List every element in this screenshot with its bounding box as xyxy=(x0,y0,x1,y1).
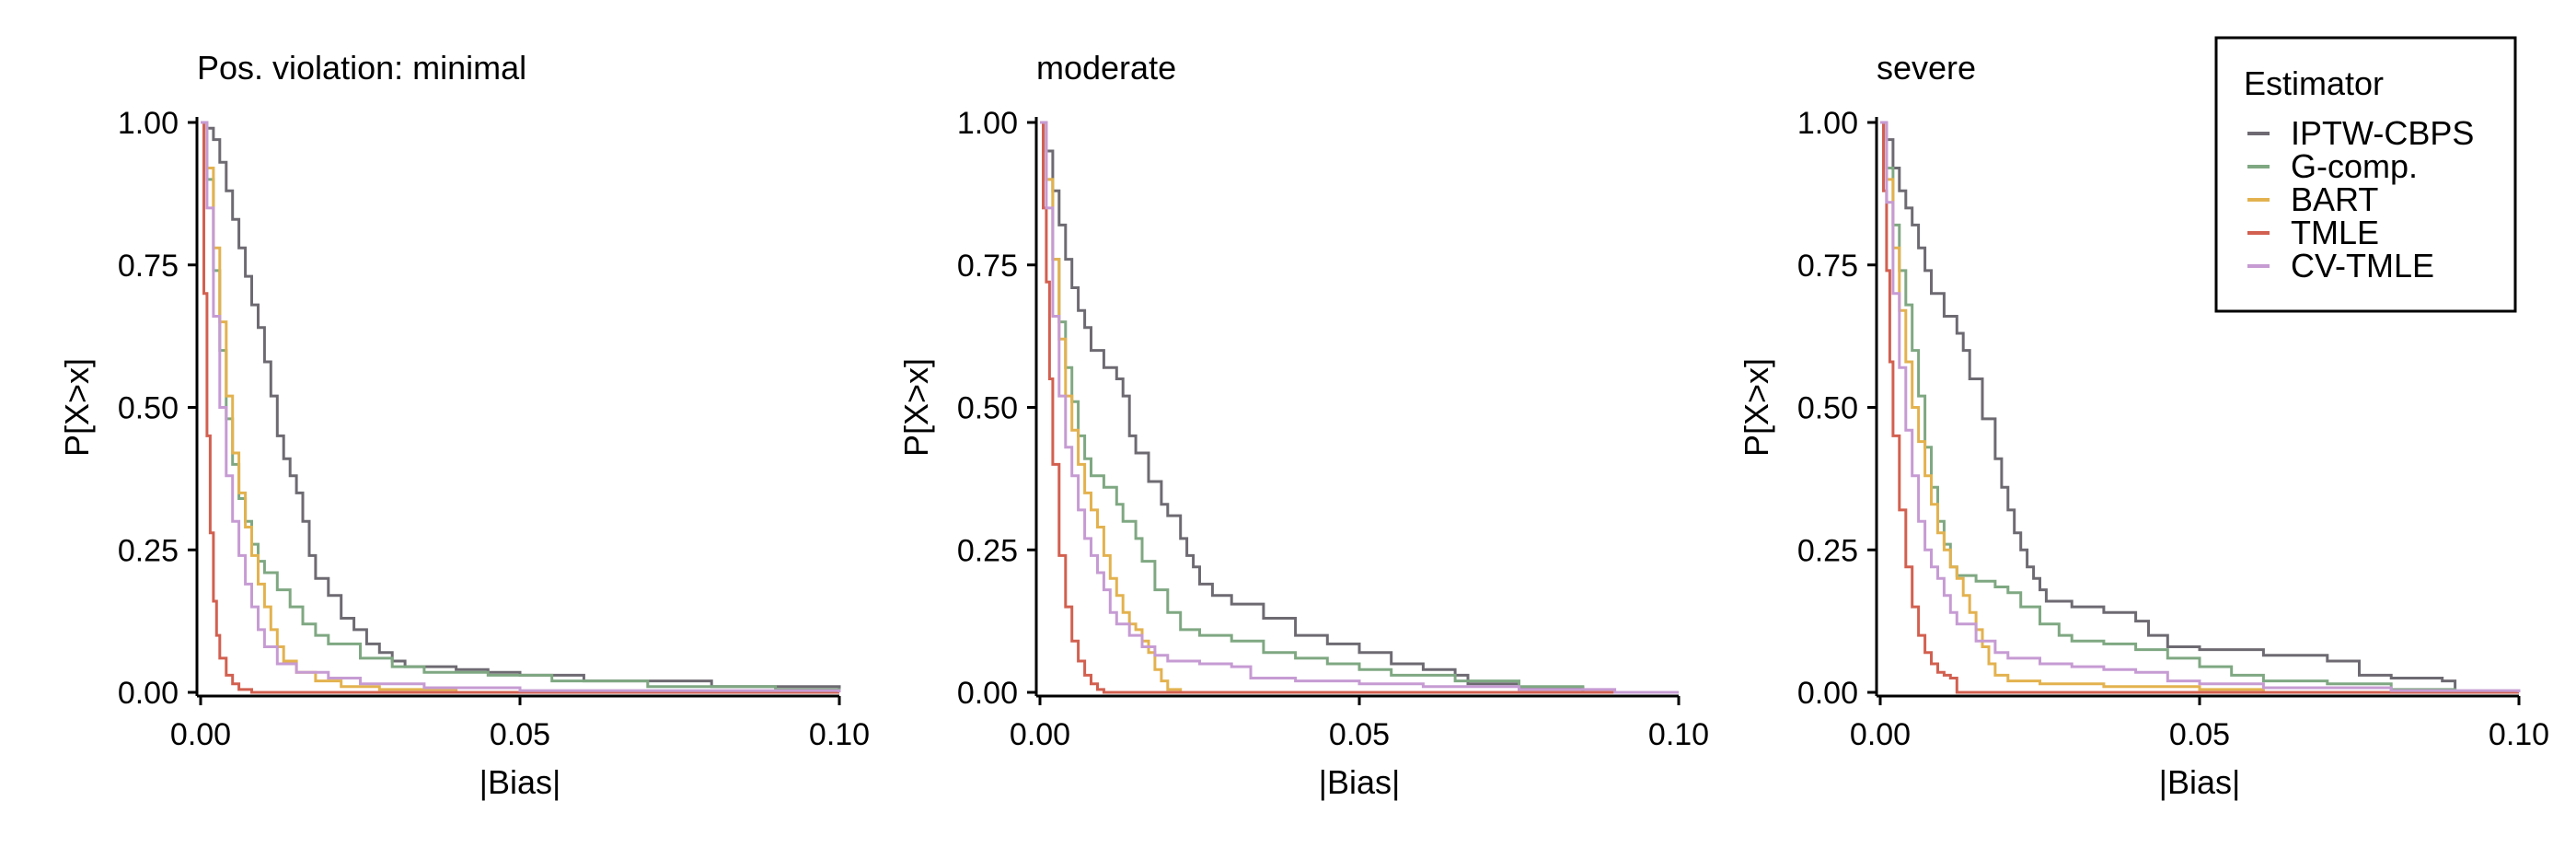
y-tick-label: 1.00 xyxy=(118,106,179,141)
y-tick-label: 0.25 xyxy=(118,533,179,568)
y-tick-label: 0.00 xyxy=(1797,676,1858,711)
legend-label: CV-TMLE xyxy=(2291,247,2434,284)
series-line-g-comp xyxy=(1040,121,1679,694)
series-line-g-comp xyxy=(1880,121,2519,694)
x-tick-label: 0.00 xyxy=(1010,717,1070,752)
series-line-cv-tmle xyxy=(1040,121,1679,694)
panel-title: Pos. violation: minimal xyxy=(197,49,526,87)
panel-1: Pos. violation: minimal 0.00 0.25 0.50 0.75 1… xyxy=(58,49,870,801)
x-tick-label: 0.10 xyxy=(2489,717,2549,752)
series-line-tmle xyxy=(1880,121,2519,694)
y-axis-label: P[X>x] xyxy=(1738,358,1775,457)
panel-2: moderate 0.00 0.25 0.50 0.75 1.00 0.00 0.05 0.10… xyxy=(897,49,1709,801)
y-axis-label: P[X>x] xyxy=(897,358,935,457)
panel-title: severe xyxy=(1877,49,1976,87)
legend-label: BART xyxy=(2291,180,2378,218)
x-tick-label: 0.00 xyxy=(170,717,231,752)
y-tick-label: 0.75 xyxy=(118,249,179,284)
series-line-cv-tmle xyxy=(1880,121,2521,692)
y-tick-label: 0.25 xyxy=(957,533,1018,568)
y-tick-label: 1.00 xyxy=(957,106,1018,141)
y-tick-label: 0.75 xyxy=(1797,249,1858,284)
series-line-tmle xyxy=(1040,121,1679,694)
legend-label: G-comp. xyxy=(2291,147,2418,185)
series-line-iptw-cbps xyxy=(201,121,841,692)
x-tick-label: 0.05 xyxy=(490,717,550,752)
y-tick-label: 0.25 xyxy=(1797,533,1858,568)
y-axis-label: P[X>x] xyxy=(58,358,96,457)
y-tick-label: 0.50 xyxy=(1797,391,1858,426)
legend-label: TMLE xyxy=(2291,214,2379,251)
x-tick-label: 0.00 xyxy=(1850,717,1911,752)
series-line-bart xyxy=(1040,121,1679,694)
x-tick-label: 0.05 xyxy=(1329,717,1390,752)
series-line-cv-tmle xyxy=(201,121,841,692)
x-tick-label: 0.05 xyxy=(2169,717,2230,752)
series-line-iptw-cbps xyxy=(1040,121,1679,694)
x-tick-label: 0.10 xyxy=(809,717,870,752)
series-line-g-comp xyxy=(201,121,841,692)
x-tick-label: 0.10 xyxy=(1648,717,1709,752)
x-axis-label: |Bias| xyxy=(2159,763,2241,801)
y-tick-label: 0.50 xyxy=(118,391,179,426)
legend-title: Estimator xyxy=(2244,64,2384,102)
series-line-bart xyxy=(1880,121,2519,694)
series-line-iptw-cbps xyxy=(1880,121,2519,694)
y-tick-label: 0.00 xyxy=(118,676,179,711)
y-tick-label: 0.50 xyxy=(957,391,1018,426)
series-line-tmle xyxy=(201,121,839,694)
y-tick-label: 0.00 xyxy=(957,676,1018,711)
y-tick-label: 1.00 xyxy=(1797,106,1858,141)
legend-label: IPTW-CBPS xyxy=(2291,114,2474,152)
panel-title: moderate xyxy=(1036,49,1176,87)
x-axis-label: |Bias| xyxy=(1319,763,1401,801)
y-tick-label: 0.75 xyxy=(957,249,1018,284)
x-axis-label: |Bias| xyxy=(479,763,561,801)
panel-3: severe 0.00 0.25 0.50 0.75 1.00 0.00 0.05 0.10 |B… xyxy=(1738,49,2549,801)
